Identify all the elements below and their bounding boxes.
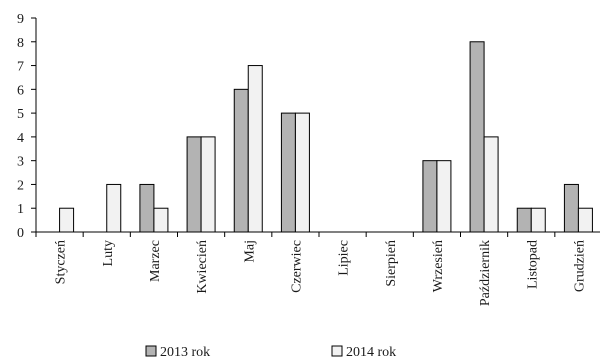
bar-2014-8 — [436, 160, 452, 233]
x-category-label: Czerwiec — [289, 240, 304, 293]
y-tick-label: 9 — [17, 12, 24, 27]
legend-label: 2013 rok — [160, 345, 210, 360]
bar-2013-5 — [280, 112, 296, 233]
chart-axes — [35, 18, 600, 237]
chart-legend: 2013 rok 2014 rok — [145, 345, 396, 360]
bar-2014-5 — [294, 112, 310, 233]
bar-2014-11 — [577, 207, 593, 233]
y-tick-label: 4 — [17, 131, 24, 146]
bar-2014-0 — [59, 207, 75, 233]
x-category-label: Maj — [242, 240, 257, 263]
bar-2014-3 — [200, 136, 216, 233]
legend-label: 2014 rok — [346, 345, 396, 360]
x-category-label: Październik — [478, 240, 493, 306]
bar-2013-2 — [139, 183, 155, 233]
y-tick-label: 2 — [17, 178, 24, 193]
x-category-label: Sierpień — [384, 240, 399, 287]
bar-2013-4 — [233, 88, 249, 233]
bar-2014-2 — [153, 207, 169, 233]
x-category-label: Styczeń — [54, 240, 69, 284]
y-tick-label: 3 — [17, 155, 24, 170]
bar-2014-1 — [106, 183, 122, 233]
y-axis-ticks: 0 1 2 3 4 5 6 7 8 9 — [17, 12, 36, 241]
legend-swatch — [331, 345, 343, 357]
y-tick-label: 8 — [17, 36, 24, 51]
bar-2013-8 — [422, 160, 438, 233]
legend-swatch — [145, 345, 157, 357]
x-category-label: Lipiec — [337, 240, 352, 276]
y-tick-label: 6 — [17, 83, 24, 98]
x-category-label: Grudzień — [572, 240, 587, 292]
y-tick-label: 7 — [17, 60, 24, 75]
bar-2013-3 — [186, 136, 202, 233]
bar-2014-4 — [247, 65, 263, 233]
chart-bars — [59, 41, 593, 233]
x-category-label: Luty — [101, 240, 116, 266]
bar-2013-9 — [469, 41, 485, 233]
y-tick-label: 0 — [17, 226, 24, 241]
bar-2014-9 — [483, 136, 499, 233]
x-category-label: Marzec — [148, 240, 163, 282]
y-tick-label: 1 — [17, 202, 24, 217]
x-category-label: Listopad — [525, 240, 540, 289]
bar-2013-10 — [516, 207, 532, 233]
y-tick-label: 5 — [17, 107, 24, 122]
x-axis-labels: Styczeń Luty Marzec Kwiecień Maj Czerwiec Lipi… — [54, 240, 588, 306]
bar-2014-10 — [530, 207, 546, 233]
x-category-label: Wrzesień — [431, 240, 446, 292]
bar-2013-11 — [563, 183, 579, 233]
x-category-label: Kwiecień — [195, 240, 210, 294]
